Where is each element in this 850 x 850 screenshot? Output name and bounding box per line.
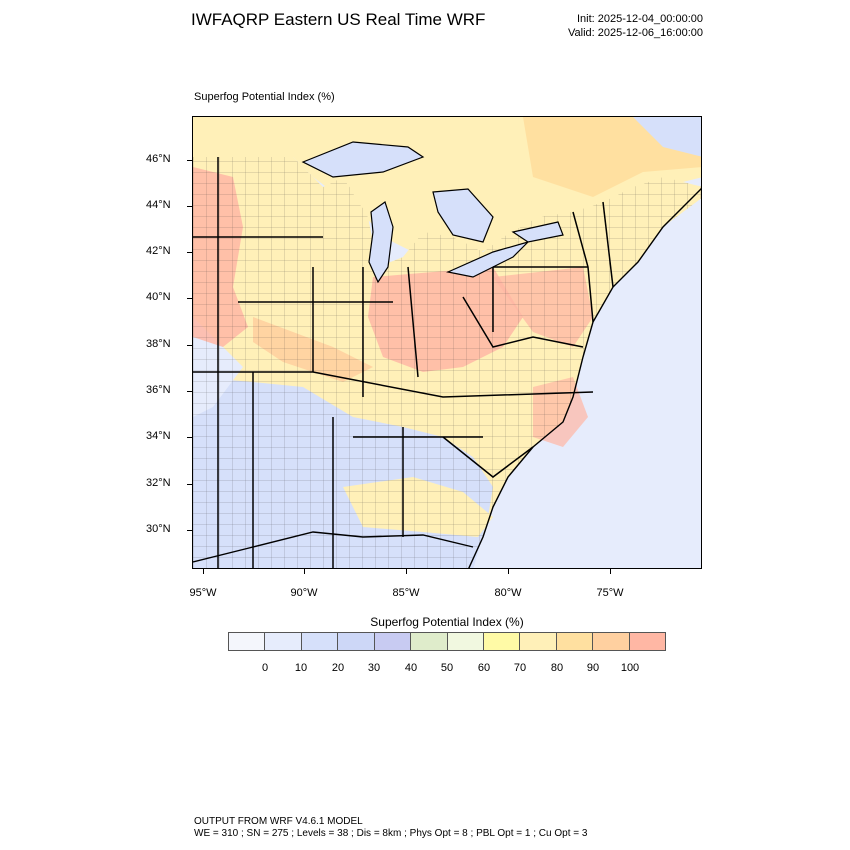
colorbar-box [593,633,630,650]
colorbar-label: 40 [404,662,418,674]
lat-tick [187,484,192,485]
lon-label: 80°W [494,587,522,599]
lat-label: 46°N [146,153,171,165]
colorbar-box [520,633,557,650]
lake-michigan [368,201,394,284]
lon-label: 85°W [392,587,420,599]
lat-tick [187,298,192,299]
atlantic-coastline [468,188,701,568]
canada-low-zone [633,117,701,157]
main-title: IWFAQRP Eastern US Real Time WRF [191,10,486,29]
lat-tick [187,345,192,346]
lat-tick [187,530,192,531]
colorbar-label: 90 [586,662,600,674]
field-label: Superfog Potential Index (%) [194,91,335,103]
lake-huron [432,188,494,243]
lake-superior [301,141,425,178]
colorbar-title: Superfog Potential Index (%) [370,615,524,629]
lat-label: 32°N [146,477,171,489]
lat-label: 30°N [146,523,171,535]
colorbar [228,632,666,651]
lat-tick [187,391,192,392]
colorbar-box [483,633,521,650]
colorbar-label: 10 [294,662,308,674]
lon-label: 75°W [596,587,624,599]
lat-tick [187,437,192,438]
colorbar-box [411,633,448,650]
colorbar-box [301,633,339,650]
lake-ontario [511,221,564,243]
lat-tick [187,206,192,207]
colorbar-label: 80 [550,662,564,674]
colorbar-label: 60 [477,662,491,674]
lat-label: 40°N [146,291,171,303]
colorbar-box [338,633,375,650]
lon-tick [203,569,204,574]
colorbar-label: 20 [331,662,345,674]
colorbar-box [229,633,266,650]
colorbar-box [265,633,302,650]
colorbar-box [629,633,666,650]
lon-label: 95°W [189,587,217,599]
lat-tick [187,252,192,253]
model-params: WE = 310 ; SN = 275 ; Levels = 38 ; Dis … [194,828,588,839]
init-time: Init: 2025-12-04_00:00:00 [577,13,703,25]
lon-tick [406,569,407,574]
map-panel [192,116,702,569]
gulf-coastline [193,531,474,563]
lon-tick [304,569,305,574]
lon-tick [610,569,611,574]
valid-time: Valid: 2025-12-06_16:00:00 [568,27,703,39]
lat-label: 38°N [146,338,171,350]
colorbar-box [556,633,594,650]
colorbar-label: 70 [513,662,527,674]
lat-tick [187,160,192,161]
lake-erie [446,240,531,278]
lat-label: 36°N [146,384,171,396]
county-boundaries [193,157,701,568]
lat-label: 44°N [146,199,171,211]
colorbar-box [447,633,484,650]
lat-label: 34°N [146,430,171,442]
colorbar-label: 50 [440,662,454,674]
colorbar-label: 0 [261,662,269,674]
colorbar-label: 30 [367,662,381,674]
colorbar-label: 100 [620,662,640,674]
model-info: OUTPUT FROM WRF V4.6.1 MODEL [194,816,363,827]
colorbar-box [374,633,412,650]
lat-label: 42°N [146,245,171,257]
state-borders [193,157,614,568]
map-canvas [193,117,701,568]
lon-label: 90°W [290,587,318,599]
lon-tick [508,569,509,574]
